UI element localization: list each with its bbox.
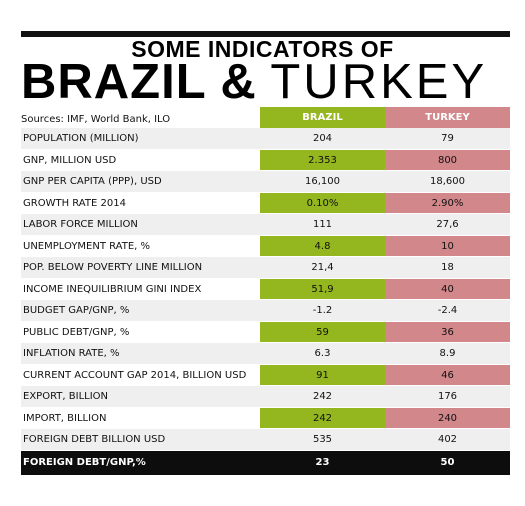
indicator-table: POPULATION (MILLION) 204 79 GNP, MILLION… xyxy=(21,128,510,475)
turkey-value: 46 xyxy=(385,364,510,385)
table-footer-row: FOREIGN DEBT/GNP,% 23 50 xyxy=(21,450,510,475)
table-row: GNP, MILLION USD 2.353 800 xyxy=(21,149,510,171)
brazil-value: 6.3 xyxy=(314,348,331,359)
brazil-value: 91 xyxy=(260,364,385,385)
turkey-value: 79 xyxy=(441,133,454,144)
turkey-value: 36 xyxy=(385,321,510,342)
table-row: IMPORT, BILLION 242 240 xyxy=(21,407,510,429)
row-label: FOREIGN DEBT BILLION USD xyxy=(23,434,166,445)
row-label: FOREIGN DEBT/GNP,% xyxy=(23,456,146,468)
turkey-value: 2.90% xyxy=(385,192,510,213)
table-row: INFLATION RATE, % 6.3 8.9 xyxy=(21,343,510,365)
table-row: POPULATION (MILLION) 204 79 xyxy=(21,128,510,150)
table-row: BUDGET GAP/GNP, % -1.2 -2.4 xyxy=(21,300,510,322)
table-row: INCOME INEQUILIBRIUM GINI INDEX 51,9 40 xyxy=(21,278,510,300)
turkey-value: 176 xyxy=(437,391,458,402)
row-label: GNP PER CAPITA (PPP), USD xyxy=(23,176,162,187)
turkey-value: 18 xyxy=(441,262,454,273)
brazil-value: -1.2 xyxy=(312,305,333,316)
table-row: CURRENT ACCOUNT GAP 2014, BILLION USD 91… xyxy=(21,364,510,386)
turkey-value: 402 xyxy=(437,434,458,445)
row-label: INCOME INEQUILIBRIUM GINI INDEX xyxy=(23,283,202,295)
turkey-value: 10 xyxy=(385,235,510,256)
brazil-value: 535 xyxy=(312,434,333,445)
table-row: FOREIGN DEBT BILLION USD 535 402 xyxy=(21,429,510,451)
row-label: LABOR FORCE MILLION xyxy=(23,219,138,230)
turkey-value: 40 xyxy=(385,278,510,299)
table-row: POP. BELOW POVERTY LINE MILLION 21,4 18 xyxy=(21,257,510,279)
brazil-value: 0.10% xyxy=(260,192,385,213)
turkey-value: 240 xyxy=(385,407,510,428)
headline-turkey: TURKEY xyxy=(270,55,488,109)
table-row: GNP PER CAPITA (PPP), USD 16,100 18,600 xyxy=(21,171,510,193)
row-label: PUBLIC DEBT/GNP, % xyxy=(23,326,130,338)
brazil-value: 242 xyxy=(260,407,385,428)
turkey-value: 8.9 xyxy=(439,348,456,359)
row-label: POPULATION (MILLION) xyxy=(23,133,139,144)
row-label: BUDGET GAP/GNP, % xyxy=(23,305,130,316)
table-row: PUBLIC DEBT/GNP, % 59 36 xyxy=(21,321,510,343)
row-label: INFLATION RATE, % xyxy=(23,348,120,359)
table-row: UNEMPLOYMENT RATE, % 4.8 10 xyxy=(21,235,510,257)
row-label: IMPORT, BILLION xyxy=(23,412,107,424)
brazil-value: 4.8 xyxy=(260,235,385,256)
turkey-value: 50 xyxy=(440,456,455,468)
top-rule xyxy=(21,31,510,37)
brazil-value: 2.353 xyxy=(260,149,385,170)
turkey-value: 800 xyxy=(385,149,510,170)
brazil-value: 23 xyxy=(315,456,330,468)
table-row: LABOR FORCE MILLION 111 27,6 xyxy=(21,214,510,236)
headline-title: BRAZIL & TURKEY xyxy=(21,56,510,108)
brazil-value: 242 xyxy=(312,391,333,402)
table-row: GROWTH RATE 2014 0.10% 2.90% xyxy=(21,192,510,214)
brazil-value: 111 xyxy=(312,219,333,230)
row-label: EXPORT, BILLION xyxy=(23,391,109,402)
column-header-brazil: BRAZIL xyxy=(260,107,385,128)
brazil-value: 21,4 xyxy=(311,262,334,273)
headline-brazil: BRAZIL & xyxy=(21,55,257,109)
turkey-value: -2.4 xyxy=(437,305,458,316)
row-label: GROWTH RATE 2014 xyxy=(23,197,126,209)
headline-subtitle: SOME INDICATORS OF xyxy=(131,36,394,62)
turkey-value: 27,6 xyxy=(436,219,459,230)
row-label: GNP, MILLION USD xyxy=(23,154,117,166)
brazil-value: 51,9 xyxy=(260,278,385,299)
sources-note: Sources: IMF, World Bank, ILO xyxy=(21,114,171,125)
row-label: POP. BELOW POVERTY LINE MILLION xyxy=(23,262,203,273)
row-label: UNEMPLOYMENT RATE, % xyxy=(23,240,151,252)
column-header-turkey: TURKEY xyxy=(385,107,510,128)
row-label: CURRENT ACCOUNT GAP 2014, BILLION USD xyxy=(23,369,247,381)
brazil-value: 59 xyxy=(260,321,385,342)
turkey-value: 18,600 xyxy=(430,176,465,187)
brazil-value: 204 xyxy=(312,133,333,144)
table-row: EXPORT, BILLION 242 176 xyxy=(21,386,510,408)
brazil-value: 16,100 xyxy=(305,176,340,187)
